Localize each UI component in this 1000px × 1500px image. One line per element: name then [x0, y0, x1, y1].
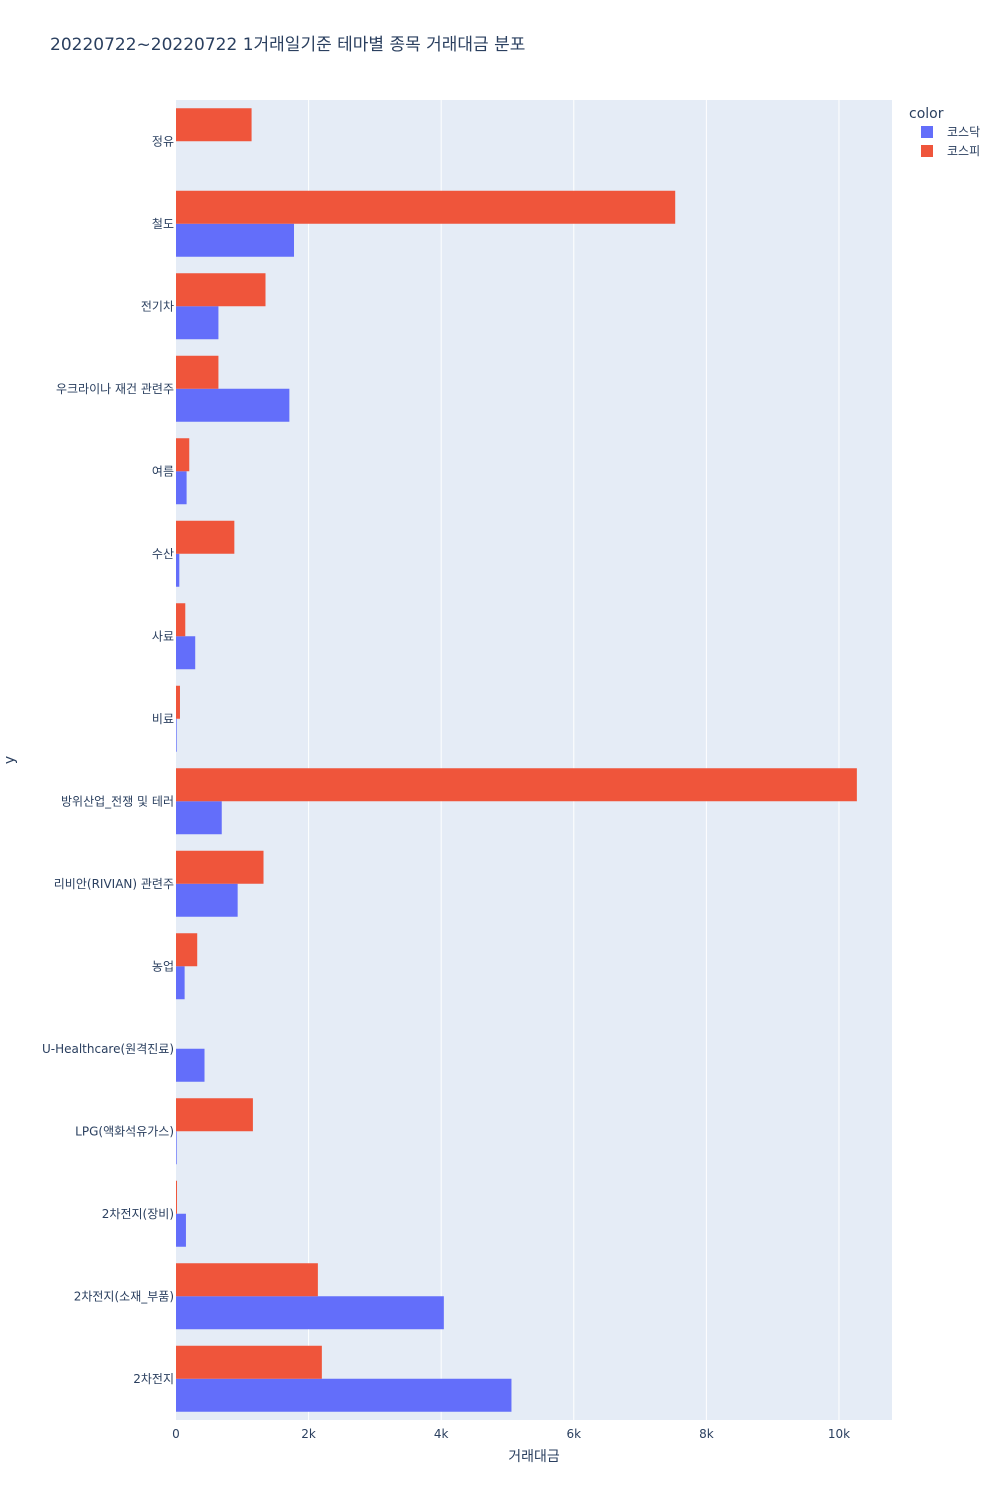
bar-kosdaq	[176, 306, 219, 340]
y-tick-label: 수산	[152, 547, 174, 561]
bar-kosdaq	[176, 883, 238, 917]
bar-kosdaq	[176, 966, 185, 1000]
bar-kospi	[176, 1180, 177, 1214]
bar-kosdaq	[176, 223, 295, 257]
y-tick-label: 2차전지(장비)	[102, 1207, 174, 1221]
y-tick-label: 리비안(RIVIAN) 관련주	[54, 877, 174, 891]
bar-kospi	[176, 438, 190, 472]
bar-kospi	[176, 190, 676, 224]
bar-kosdaq	[176, 1131, 177, 1165]
y-tick-label: 비료	[152, 712, 174, 726]
x-tick-label: 4k	[434, 1427, 449, 1441]
bar-kospi	[176, 108, 252, 142]
y-tick-label: 사료	[152, 629, 174, 643]
x-tick-label: 6k	[566, 1427, 581, 1441]
bars	[176, 108, 857, 1412]
y-tick-label: 철도	[152, 217, 174, 231]
bar-kospi	[176, 603, 186, 637]
x-tick-label: 10k	[828, 1427, 850, 1441]
bar-kosdaq	[176, 636, 196, 670]
bar-kospi	[176, 355, 219, 389]
bar-kosdaq	[176, 1213, 186, 1247]
x-tick-label: 8k	[699, 1427, 714, 1441]
x-tick-label: 0	[172, 1427, 180, 1441]
legend-swatch[interactable]	[921, 126, 933, 138]
bar-kosdaq	[176, 801, 222, 835]
y-tick-label: 농업	[152, 959, 174, 973]
bar-kospi	[176, 1345, 322, 1379]
y-tick-labels: 2차전지 2차전지(소재_부품) 2차전지(장비) LPG(액화석유가스) U-Heal…	[42, 134, 174, 1386]
bar-kospi	[176, 933, 198, 967]
y-tick-label: 여름	[152, 464, 174, 478]
legend-swatch[interactable]	[921, 145, 933, 157]
bar-kospi	[176, 850, 264, 884]
y-tick-label: 2차전지(소재_부품)	[74, 1289, 174, 1303]
bar-kospi	[176, 1098, 253, 1132]
bar-kospi	[176, 273, 266, 307]
bar-kospi	[176, 685, 180, 719]
bar-kosdaq	[176, 553, 180, 587]
y-tick-label: LPG(액화석유가스)	[75, 1124, 174, 1138]
bar-kospi	[176, 520, 235, 554]
bar-kospi	[176, 1263, 318, 1297]
bar-kosdaq	[176, 388, 290, 422]
y-tick-label: 방위산업_전쟁 및 테러	[61, 794, 174, 808]
y-tick-label: 우크라이나 재건 관련주	[56, 382, 174, 396]
y-tick-label: 2차전지	[133, 1372, 174, 1386]
bar-kospi	[176, 768, 857, 802]
bar-kosdaq	[176, 471, 187, 505]
y-axis-title: y	[2, 756, 18, 764]
chart-title: 20220722~20220722 1거래일기준 테마별 종목 거래대금 분포	[50, 35, 525, 55]
legend-title: color	[909, 106, 944, 122]
gridlines	[308, 100, 840, 1420]
legend-label[interactable]: 코스피	[947, 144, 980, 158]
bar-kosdaq	[176, 718, 177, 752]
bar-kosdaq	[176, 1048, 205, 1082]
x-tick-label: 2k	[301, 1427, 316, 1441]
x-axis-title: 거래대금	[508, 1449, 560, 1465]
bar-kosdaq	[176, 1296, 444, 1330]
x-tick-labels: 0 2k 4k 6k 8k 10k	[172, 1427, 850, 1441]
y-tick-label: 정유	[152, 134, 174, 148]
y-tick-label: U-Healthcare(원격진료)	[42, 1042, 174, 1056]
plot-area	[176, 100, 892, 1420]
bar-kosdaq	[176, 1378, 512, 1412]
y-tick-label: 전기차	[141, 299, 174, 313]
legend-label[interactable]: 코스닥	[947, 125, 980, 139]
